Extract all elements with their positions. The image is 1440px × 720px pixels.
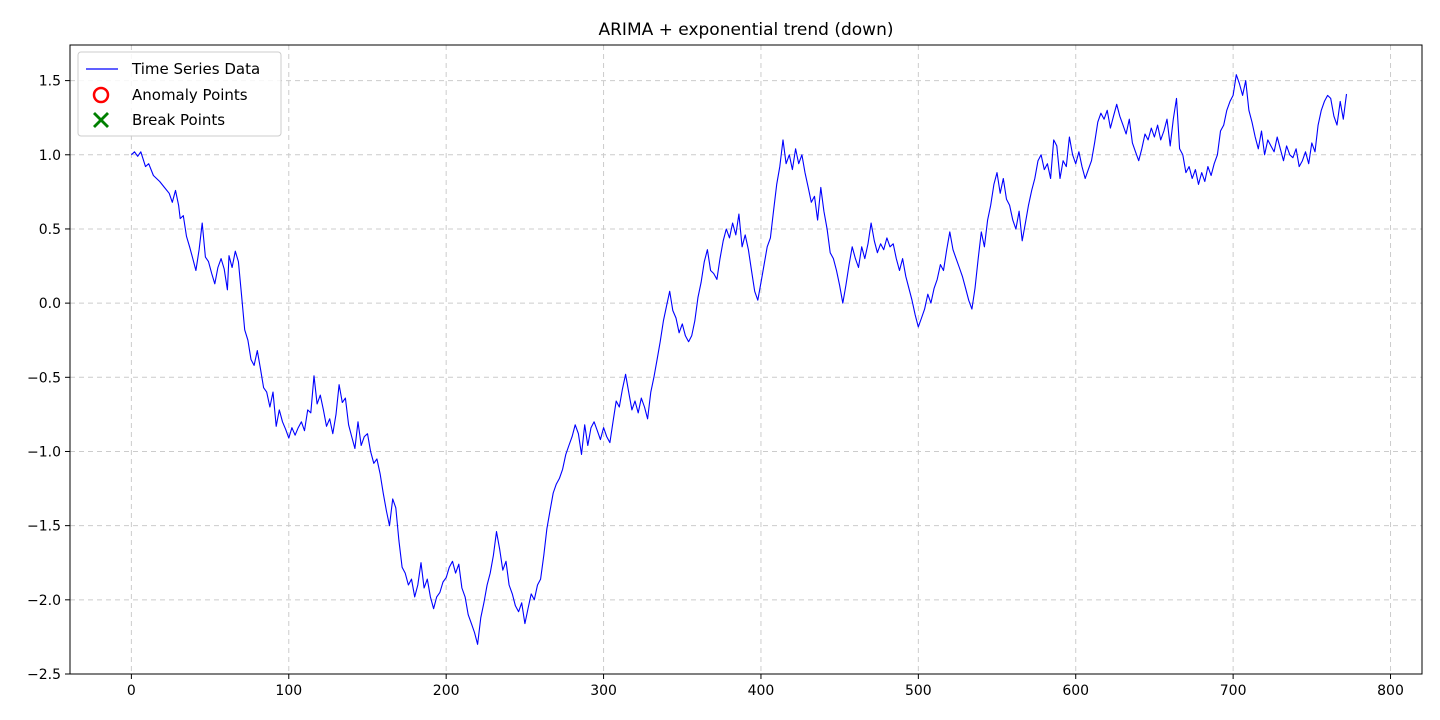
legend: Time Series Data Anomaly Points Break Po… — [77, 51, 282, 137]
x-tick-label: 0 — [127, 683, 136, 699]
x-tick-label: 200 — [433, 683, 460, 699]
y-tick-label: 1.5 — [39, 74, 61, 90]
legend-label-anomaly: Anomaly Points — [132, 86, 248, 104]
grid-layer — [70, 45, 1422, 675]
x-tick-label: 300 — [590, 683, 617, 699]
x-tick-label: 800 — [1377, 683, 1404, 699]
y-tick-label: −0.5 — [27, 370, 61, 386]
legend-label-break: Break Points — [132, 111, 225, 129]
tick-layer: 0 100 200 300 400 500 600 700 800 −2.5 −2.0 −1.5 −1.… — [27, 74, 1404, 699]
x-tick-label: 700 — [1220, 683, 1247, 699]
y-tick-label: −1.5 — [27, 519, 61, 535]
x-tick-label: 500 — [905, 683, 932, 699]
y-tick-label: 0.5 — [39, 222, 61, 238]
legend-box — [77, 51, 282, 137]
x-tick-label: 100 — [275, 683, 302, 699]
y-tick-label: −1.0 — [27, 444, 61, 460]
series-line-time-series-data — [131, 74, 1348, 645]
legend-label-series: Time Series Data — [131, 60, 260, 78]
legend-break-marker — [93, 112, 109, 128]
plot-frame — [69, 44, 1423, 675]
x-tick-label: 600 — [1062, 683, 1089, 699]
legend-anomaly-marker — [92, 86, 110, 104]
y-tick-label: −2.5 — [27, 667, 61, 683]
y-tick-label: −2.0 — [27, 593, 61, 609]
x-tick-label: 400 — [748, 683, 775, 699]
plot-layer — [131, 74, 1348, 645]
y-tick-label: 1.0 — [39, 148, 61, 164]
y-tick-label: 0.0 — [39, 296, 61, 312]
chart-title: ARIMA + exponential trend (down) — [598, 20, 893, 40]
